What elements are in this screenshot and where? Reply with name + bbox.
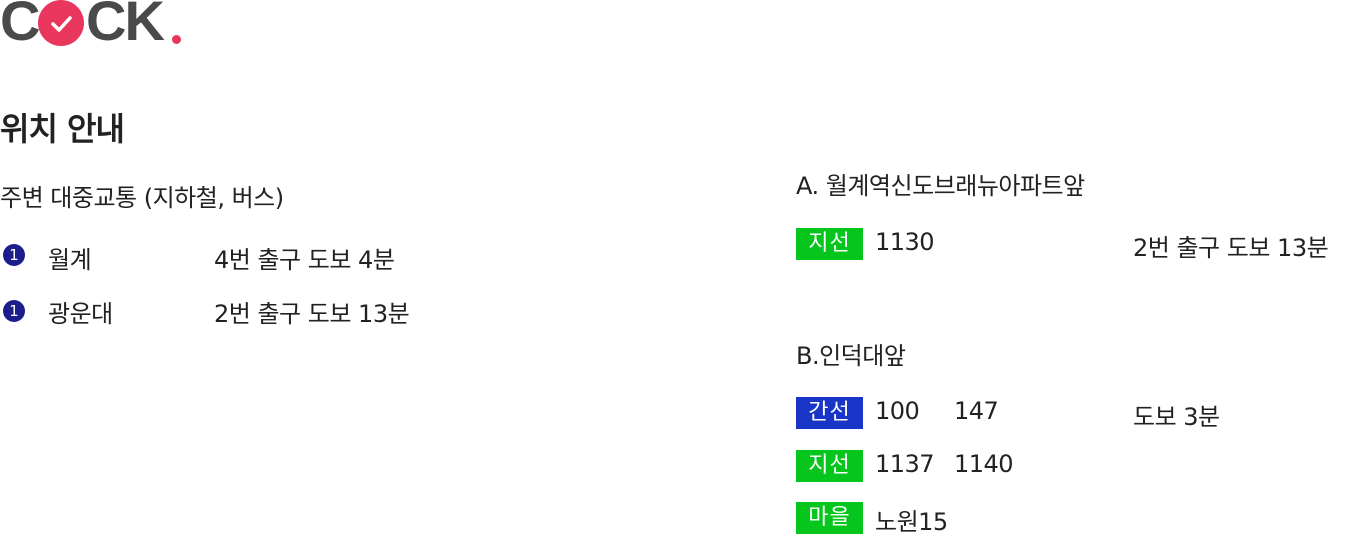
- bus-walk-time: 2번 출구 도보 13분: [1133, 234, 1329, 262]
- bus-number: 노원15: [875, 508, 948, 536]
- bus-walk-time: 도보 3분: [1133, 403, 1220, 431]
- station-route: 2번 출구 도보 13분: [214, 300, 410, 328]
- bus-type-tag: 지선: [796, 450, 863, 482]
- bus-number: 1130: [875, 228, 935, 256]
- bus-number: 147: [954, 397, 999, 425]
- bus-type-tag: 지선: [796, 228, 863, 260]
- subway-line-row: 1 월계 4번 출구 도보 4분: [0, 236, 700, 276]
- logo-dot: [172, 35, 181, 44]
- station-route: 4번 출구 도보 4분: [214, 246, 395, 274]
- logo-letter-c: C: [0, 0, 40, 52]
- station-name: 월계: [48, 246, 92, 274]
- subway-line-row: 1 광운대 2번 출구 도보 13분: [0, 290, 700, 330]
- bus-row: 간선 100 147 도보 3분: [796, 397, 1351, 431]
- bus-number: 100: [875, 397, 920, 425]
- bus-stop-b-title: B.인덕대앞: [796, 342, 906, 370]
- logo: C CK: [0, 0, 190, 50]
- line-number-badge: 1: [3, 244, 25, 266]
- bus-number: 1140: [954, 450, 1014, 478]
- bus-type-tag: 간선: [796, 397, 863, 429]
- subway-heading: 주변 대중교통 (지하철, 버스): [0, 184, 284, 212]
- bus-row: 마을 노원15: [796, 502, 1351, 536]
- bus-row: 지선 1137 1140: [796, 450, 1351, 484]
- logo-letters-ck: CK: [86, 0, 165, 52]
- bus-number: 1137: [875, 450, 935, 478]
- bus-type-tag: 마을: [796, 502, 863, 534]
- check-icon: [51, 16, 72, 32]
- line-number-badge: 1: [3, 300, 25, 322]
- bus-stop-a-title: A. 월계역신도브래뉴아파트앞: [796, 172, 1085, 200]
- logo-circle: [38, 0, 84, 46]
- station-name: 광운대: [48, 300, 113, 328]
- bus-row: 지선 1130 2번 출구 도보 13분: [796, 228, 1351, 262]
- page-title: 위치 안내: [0, 110, 125, 148]
